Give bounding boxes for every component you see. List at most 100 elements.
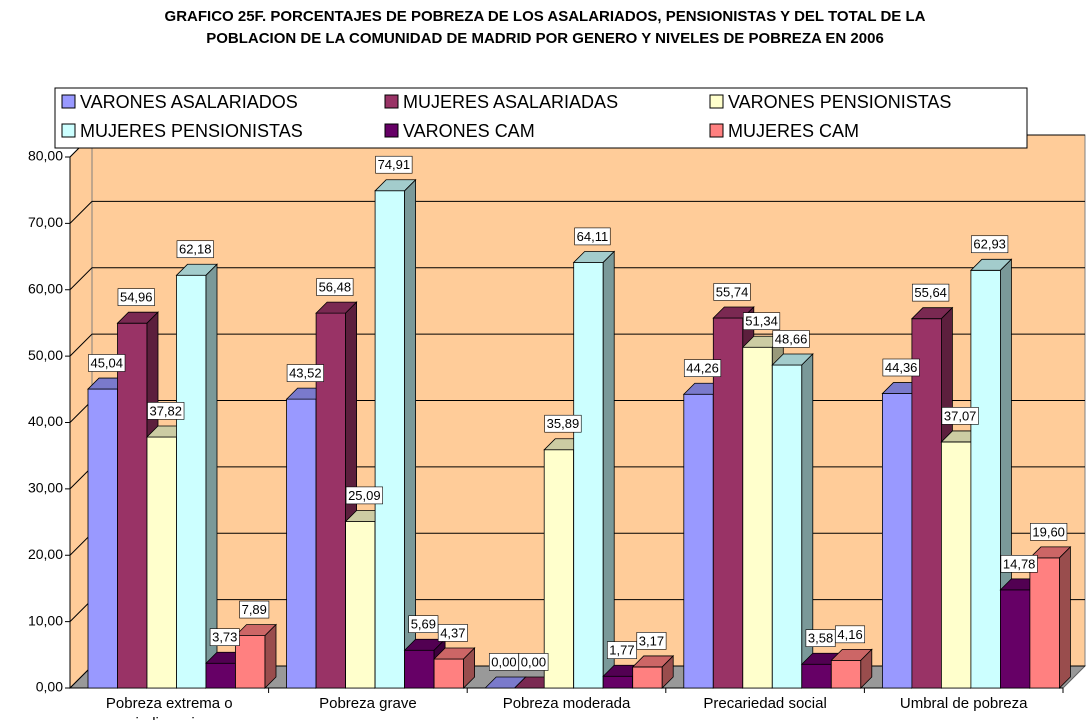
bar-front bbox=[117, 322, 148, 689]
value-label: 4,16 bbox=[837, 627, 862, 642]
value-label-box bbox=[375, 155, 413, 174]
legend-swatch bbox=[384, 123, 399, 138]
bar-side bbox=[860, 648, 873, 689]
bar-front bbox=[543, 449, 575, 689]
bar bbox=[1028, 545, 1072, 689]
y-tick-label: 10,00 bbox=[28, 612, 63, 628]
value-label-box bbox=[941, 407, 979, 425]
value-label-box bbox=[1000, 555, 1038, 573]
value-label-box bbox=[742, 312, 781, 330]
bar-front bbox=[146, 436, 177, 689]
bar-side bbox=[404, 178, 417, 689]
value-label: 48,66 bbox=[775, 331, 808, 346]
value-label-box bbox=[971, 235, 1009, 254]
y-tick-label: 60,00 bbox=[28, 280, 63, 296]
x-tick-label: Precariedad social bbox=[703, 695, 827, 712]
value-label: 4,37 bbox=[440, 625, 465, 640]
value-label: 54,96 bbox=[120, 290, 153, 305]
value-label-box bbox=[683, 359, 722, 377]
bar-front bbox=[286, 398, 317, 689]
legend-box bbox=[54, 87, 1028, 149]
bar-front bbox=[205, 662, 236, 689]
bar-side bbox=[602, 250, 615, 689]
value-label-box bbox=[147, 402, 185, 420]
legend-label: MUJERES PENSIONISTAS bbox=[80, 121, 303, 141]
x-tick-label: Pobreza moderada bbox=[502, 695, 631, 712]
y-tick-label: 70,00 bbox=[28, 214, 63, 230]
value-label-box bbox=[835, 625, 866, 644]
value-label: 19,60 bbox=[1032, 524, 1065, 539]
bar-front bbox=[632, 666, 663, 689]
x-tick-label: Umbral de pobreza bbox=[899, 695, 1028, 712]
legend-swatch bbox=[61, 123, 76, 138]
value-label-box bbox=[345, 486, 383, 505]
bar-front bbox=[970, 269, 1001, 689]
value-label-box bbox=[713, 283, 751, 301]
value-label: 3,17 bbox=[639, 633, 664, 648]
value-label: 0,00 bbox=[521, 654, 546, 669]
bar-side bbox=[1059, 545, 1071, 689]
bar-side bbox=[463, 647, 476, 689]
value-label: 44,36 bbox=[885, 360, 918, 375]
grid-line bbox=[69, 200, 1085, 224]
legend-label: VARONES PENSIONISTAS bbox=[728, 92, 951, 112]
value-label: 64,11 bbox=[577, 229, 609, 244]
bar bbox=[374, 178, 417, 689]
value-label-box bbox=[1030, 523, 1068, 541]
bar bbox=[771, 353, 814, 689]
legend-label: VARONES ASALARIADOS bbox=[80, 92, 298, 112]
value-label: 45,04 bbox=[90, 355, 123, 370]
value-label-box bbox=[518, 653, 549, 671]
value-label: 62,18 bbox=[179, 242, 212, 257]
legend-swatch bbox=[384, 94, 399, 109]
y-tick-label: 30,00 bbox=[28, 480, 63, 496]
legend-swatch bbox=[709, 123, 724, 138]
bar bbox=[830, 648, 873, 689]
value-label: 3,58 bbox=[808, 631, 833, 646]
x-tick-label: Pobreza extrema o indigencia bbox=[105, 695, 233, 720]
bar-front bbox=[941, 441, 972, 689]
bar bbox=[631, 654, 675, 689]
value-label: 7,89 bbox=[242, 602, 267, 617]
value-label: 74,91 bbox=[378, 157, 411, 172]
y-tick-label: 50,00 bbox=[28, 347, 63, 363]
bar-front bbox=[683, 393, 714, 689]
bar-front bbox=[830, 659, 862, 689]
value-label-box bbox=[176, 240, 214, 259]
bar bbox=[234, 623, 277, 689]
value-label-box bbox=[88, 354, 126, 372]
bar-front bbox=[404, 649, 435, 689]
x-tick-label: Pobreza grave bbox=[319, 695, 417, 712]
value-label: 44,26 bbox=[686, 361, 719, 376]
value-label-box bbox=[117, 288, 155, 306]
legend-label: MUJERES ASALARIADAS bbox=[403, 92, 618, 112]
y-tick-label: 80,00 bbox=[28, 148, 63, 164]
bar-front bbox=[176, 274, 207, 689]
y-tick-label: 40,00 bbox=[28, 413, 63, 429]
value-label: 37,82 bbox=[149, 403, 182, 418]
value-label: 56,48 bbox=[319, 280, 352, 295]
value-label-box bbox=[437, 624, 468, 642]
bar-front bbox=[882, 393, 913, 689]
legend-label: VARONES CAM bbox=[403, 121, 535, 141]
value-label-box bbox=[209, 628, 240, 646]
bar-front bbox=[771, 364, 803, 689]
value-label-box bbox=[239, 600, 270, 619]
bar-front bbox=[573, 262, 604, 689]
bar-side bbox=[661, 654, 674, 689]
value-label-box bbox=[544, 414, 582, 433]
chart-title: GRAFICO 25F. PORCENTAJES DE POBREZA DE L… bbox=[164, 8, 926, 47]
y-tick-label: 20,00 bbox=[28, 546, 63, 562]
bar-side bbox=[264, 623, 277, 689]
y-tick-label: 0,00 bbox=[36, 679, 63, 695]
value-label-box bbox=[574, 227, 611, 246]
value-label: 5,69 bbox=[411, 617, 436, 632]
legend-swatch bbox=[709, 94, 724, 109]
bar-front bbox=[374, 190, 406, 689]
value-label-box bbox=[772, 330, 810, 348]
bar-front bbox=[1029, 557, 1060, 689]
grid-line bbox=[69, 267, 1085, 291]
value-label: 55,64 bbox=[914, 285, 947, 300]
